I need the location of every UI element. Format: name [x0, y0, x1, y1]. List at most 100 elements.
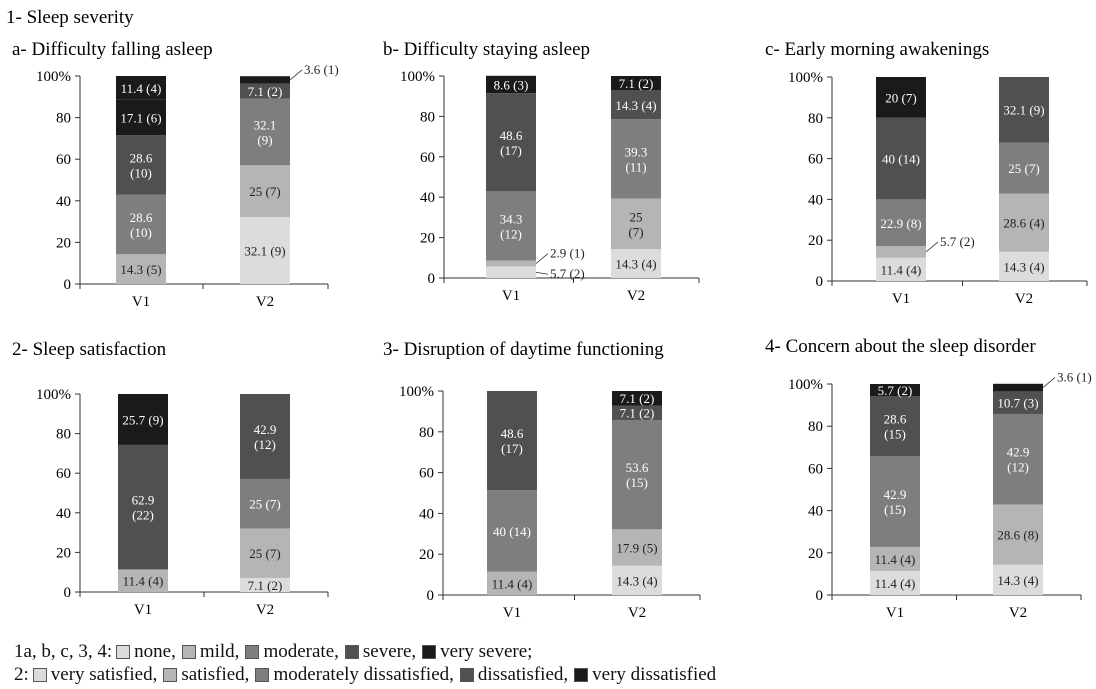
bar-segment — [240, 478, 290, 529]
legend-label: moderate, — [263, 641, 339, 662]
legend-swatch — [344, 645, 359, 659]
legend-swatch — [422, 645, 437, 659]
y-tick-label: 40 — [808, 192, 823, 208]
data-label: 39.3 — [625, 144, 648, 159]
data-label: 7.1 (2) — [619, 76, 654, 91]
data-label: 14.3 (4) — [615, 98, 656, 113]
bar-segment — [999, 77, 1049, 143]
data-label: 62.9 — [132, 493, 155, 508]
legend-label: very satisfied, — [50, 664, 158, 685]
data-label: 20 (7) — [885, 90, 916, 105]
bar-segment — [240, 165, 290, 218]
data-label: (15) — [626, 475, 648, 490]
y-tick-label: 60 — [56, 466, 71, 482]
data-label-leader — [1042, 377, 1056, 388]
y-tick-label: 100% — [788, 70, 823, 86]
data-label: 17.1 (6) — [120, 110, 161, 125]
legend-label: severe, — [362, 641, 417, 662]
chart-title: b- Difficulty staying asleep — [383, 39, 590, 60]
bar-segment — [116, 99, 166, 136]
x-category-label: V1 — [892, 291, 910, 307]
y-tick-label: 40 — [808, 504, 823, 520]
bar-segment — [240, 98, 290, 166]
y-tick-label: 80 — [419, 425, 434, 441]
bar-segment — [116, 194, 166, 255]
data-label: 48.6 — [501, 426, 524, 441]
bar-segment — [486, 93, 536, 192]
legend-swatch — [163, 668, 178, 682]
y-tick-label: 100% — [788, 377, 823, 393]
data-label: 11.4 (4) — [881, 262, 922, 277]
bar-segment — [611, 119, 661, 199]
bar-segment — [116, 135, 166, 195]
bar-segment — [876, 199, 926, 247]
x-category-label: V1 — [132, 294, 150, 310]
y-tick-label: 40 — [420, 190, 435, 206]
chart-panel-4: 2- Sleep satisfaction 0 20 40 60 80 100% V1 11.4… — [12, 339, 329, 618]
bar-segment — [240, 76, 290, 84]
data-label: 25 (7) — [249, 546, 280, 561]
bar-segment — [993, 413, 1043, 505]
legend-item: very dissatisfied — [570, 664, 716, 686]
data-label: 14.3 (5) — [120, 262, 161, 277]
data-label: 5.7 (2) — [550, 266, 585, 281]
chart-title: 2- Sleep satisfaction — [12, 339, 167, 360]
data-label: (7) — [628, 224, 643, 239]
y-tick-label: 60 — [419, 466, 434, 482]
data-label: 8.6 (3) — [494, 77, 529, 92]
bar-segment — [487, 571, 537, 595]
legend-item: very severe; — [418, 641, 532, 663]
figure-title: 1- Sleep severity — [6, 7, 134, 28]
data-label: (17) — [501, 441, 523, 456]
y-tick-label: 20 — [808, 546, 823, 562]
bar-segment — [876, 257, 926, 281]
data-label: 40 (14) — [493, 524, 531, 539]
bar-segment — [486, 191, 536, 261]
bar-segment — [118, 444, 168, 570]
y-tick-label: 100% — [36, 387, 71, 403]
x-category-label: V1 — [503, 605, 521, 621]
bar-segment — [118, 569, 168, 592]
data-label: 40 (14) — [882, 152, 920, 167]
x-category-label: V2 — [628, 605, 646, 621]
data-label: 5.7 (2) — [878, 383, 913, 398]
data-label: (12) — [254, 437, 276, 452]
legend-item: satisfied, — [159, 664, 249, 686]
bar-segment — [240, 217, 290, 284]
y-tick-label: 80 — [56, 111, 71, 127]
bar-segment — [993, 391, 1043, 414]
bar-segment — [486, 260, 536, 267]
legend-row-satisfaction: 2: very satisfied, satisfied, moderately d… — [14, 664, 718, 686]
y-tick-label: 0 — [816, 588, 824, 604]
data-label: (17) — [500, 143, 522, 158]
y-tick-label: 20 — [808, 233, 823, 249]
bar-segment — [612, 391, 662, 406]
data-label: 17.9 (5) — [616, 541, 657, 556]
data-label: 7.1 (2) — [620, 406, 655, 421]
y-tick-label: 0 — [816, 274, 824, 290]
legend-swatch — [574, 668, 589, 682]
data-label: 32.1 (9) — [1003, 103, 1044, 118]
bar-segment — [612, 419, 662, 530]
x-category-label: V1 — [502, 288, 520, 304]
y-tick-label: 80 — [808, 419, 823, 435]
y-tick-label: 60 — [56, 152, 71, 168]
legend-item: moderate, — [241, 641, 339, 663]
x-category-label: V1 — [886, 605, 904, 621]
data-label: 42.9 — [884, 487, 907, 502]
data-label: 53.6 — [626, 460, 649, 475]
data-label: (15) — [884, 427, 906, 442]
bar-segment — [611, 249, 661, 278]
data-label: 10.7 (3) — [997, 396, 1038, 411]
legend-swatch — [116, 645, 131, 659]
data-label: 11.4 (4) — [875, 552, 916, 567]
y-tick-label: 80 — [56, 427, 71, 443]
y-tick-label: 40 — [419, 506, 434, 522]
y-tick-label: 20 — [56, 545, 71, 561]
bar-segment — [487, 391, 537, 491]
bar-segment — [870, 456, 920, 547]
data-label: 2.9 (1) — [550, 246, 585, 261]
y-tick-label: 20 — [419, 547, 434, 563]
bar-segment — [240, 528, 290, 578]
